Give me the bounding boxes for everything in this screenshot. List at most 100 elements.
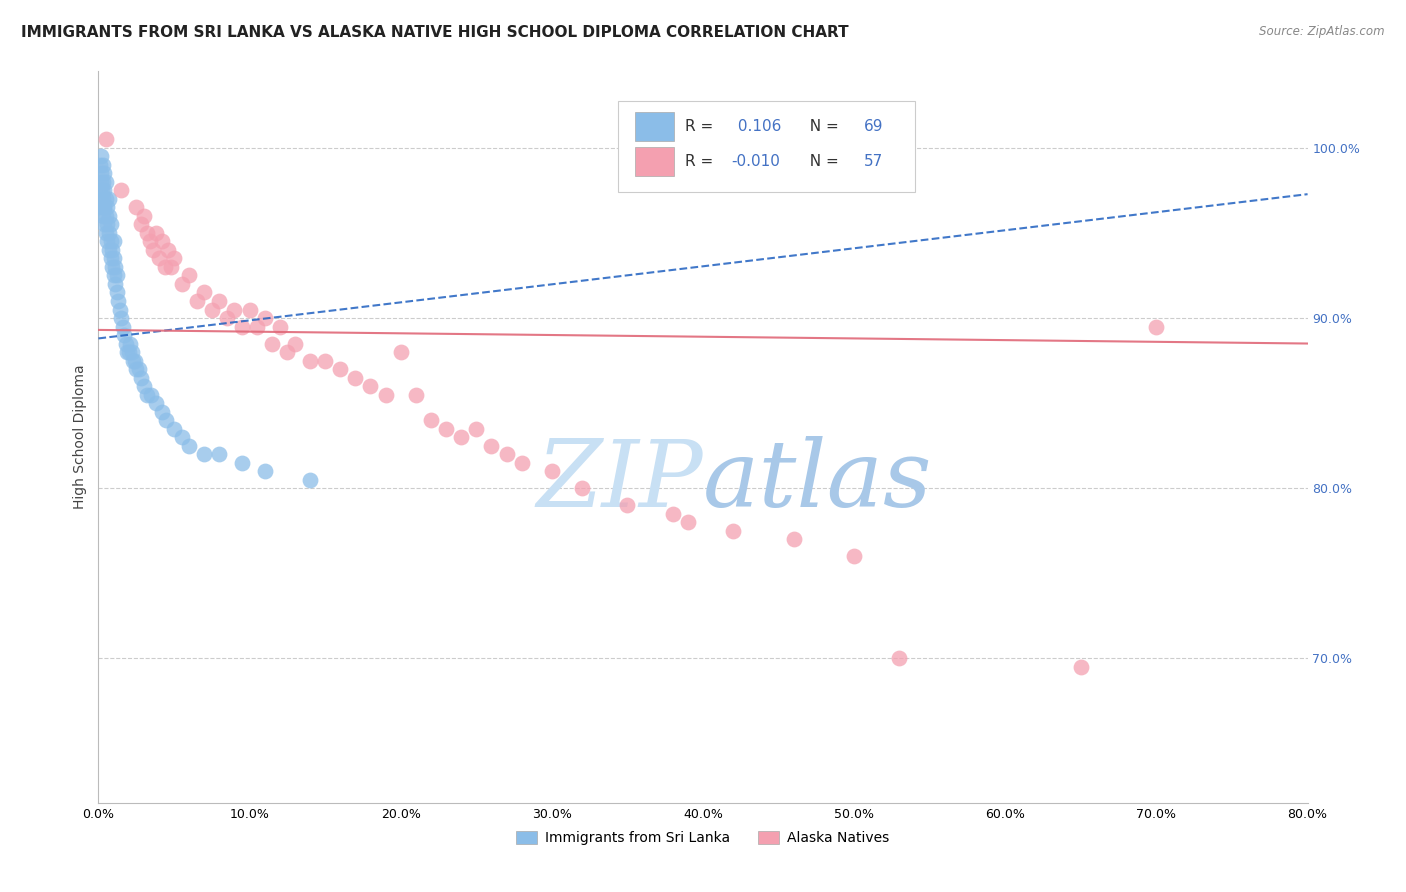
Point (91, 192, 114, 206)
Point (661, 507, 683, 521)
Point (118, 345, 141, 359)
Point (231, 319, 253, 334)
Point (139, 235, 162, 249)
Point (121, 345, 143, 359)
Point (155, 413, 177, 427)
Point (105, 285, 128, 300)
Point (110, 183, 132, 197)
Point (101, 243, 124, 257)
Point (129, 370, 152, 384)
Point (135, 387, 157, 401)
Point (114, 336, 136, 351)
Point (299, 473, 322, 487)
Point (132, 379, 155, 393)
Point (434, 421, 457, 435)
Point (163, 252, 186, 266)
Point (93, 183, 115, 197)
Point (186, 293, 208, 308)
Point (107, 293, 129, 308)
Point (163, 421, 186, 435)
Point (89, 158, 111, 172)
Point (239, 302, 262, 317)
Text: -0.010: -0.010 (731, 153, 780, 169)
Text: IMMIGRANTS FROM SRI LANKA VS ALASKA NATIVE HIGH SCHOOL DIPLOMA CORRELATION CHART: IMMIGRANTS FROM SRI LANKA VS ALASKA NATI… (21, 25, 849, 40)
Point (128, 362, 150, 376)
Point (100, 235, 122, 249)
Point (104, 277, 127, 291)
Text: R =: R = (685, 119, 718, 134)
Point (103, 235, 125, 249)
Point (125, 201, 148, 215)
Point (142, 243, 165, 257)
Point (269, 319, 291, 334)
Point (215, 311, 238, 326)
Point (93, 218, 115, 232)
Point (150, 235, 173, 249)
Text: R =: R = (685, 153, 718, 169)
Point (90, 149, 112, 163)
Point (208, 447, 231, 461)
Point (465, 421, 488, 435)
Point (224, 302, 246, 317)
Point (179, 268, 201, 283)
Point (145, 396, 167, 410)
Point (153, 260, 176, 274)
Point (420, 413, 443, 427)
Text: 0.106: 0.106 (734, 119, 782, 134)
Point (676, 515, 699, 529)
Point (374, 387, 396, 401)
FancyBboxPatch shape (619, 101, 915, 192)
Point (103, 268, 125, 283)
Point (93, 201, 115, 215)
Point (253, 464, 276, 478)
Text: atlas: atlas (703, 436, 932, 526)
Point (510, 456, 533, 470)
Text: N =: N = (800, 153, 844, 169)
Point (231, 456, 253, 470)
Point (148, 252, 170, 266)
Text: 69: 69 (863, 119, 883, 134)
Point (98, 226, 121, 240)
Point (141, 387, 163, 401)
Point (93, 201, 115, 215)
Point (481, 439, 503, 453)
Point (389, 345, 412, 359)
Point (108, 302, 131, 317)
Point (90, 166, 112, 180)
Point (129, 218, 152, 232)
Point (96, 201, 118, 215)
Point (94, 192, 117, 206)
Point (170, 277, 193, 291)
Point (96, 218, 118, 232)
Legend: Immigrants from Sri Lanka, Alaska Natives: Immigrants from Sri Lanka, Alaska Native… (510, 826, 896, 851)
Point (299, 353, 322, 368)
Point (179, 439, 201, 453)
Text: ZIP: ZIP (536, 436, 703, 526)
Point (1070, 659, 1092, 673)
Text: 57: 57 (863, 153, 883, 169)
Point (91, 158, 114, 172)
Point (571, 481, 593, 495)
Point (103, 252, 125, 266)
Point (360, 379, 382, 393)
Point (844, 549, 866, 563)
Point (104, 260, 127, 274)
Point (124, 353, 146, 368)
Point (93, 166, 115, 180)
Point (329, 362, 352, 376)
Point (344, 370, 367, 384)
Point (90, 175, 112, 189)
Point (91, 183, 114, 197)
Point (405, 387, 427, 401)
Point (1144, 319, 1167, 334)
Point (246, 319, 269, 334)
Point (783, 532, 806, 546)
Point (540, 464, 562, 478)
Point (98, 192, 121, 206)
Point (616, 498, 638, 512)
Point (94, 132, 117, 146)
Point (94, 209, 117, 223)
Point (450, 430, 472, 444)
Point (101, 260, 124, 274)
Point (262, 336, 284, 351)
